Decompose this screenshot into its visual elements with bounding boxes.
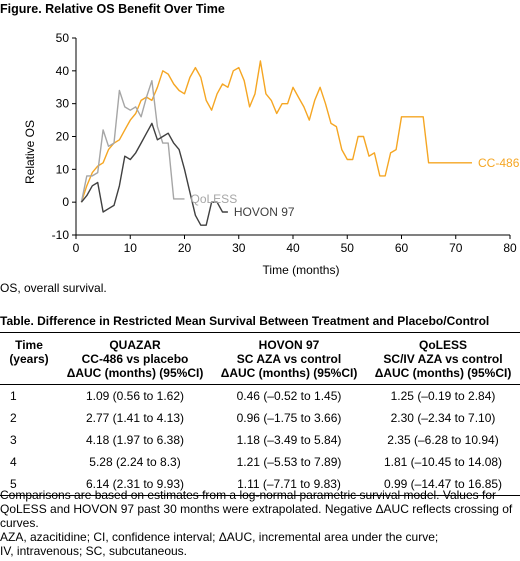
- y-tick-label: 50: [56, 31, 70, 45]
- table-cell: 1.81 (–10.45 to 14.08): [383, 455, 503, 469]
- table-cell: 1.11 (–7.71 to 9.83): [212, 473, 366, 496]
- y-tick-label: 30: [56, 97, 70, 111]
- table-cell: 1.09 (0.56 to 1.62): [85, 389, 185, 403]
- table-cell: 6.14 (2.31 to 9.93): [58, 473, 212, 496]
- table-header-row: Time (years) QUAZAR CC-486 vs placebo ΔA…: [0, 332, 520, 385]
- header-time: Time (years): [0, 332, 58, 385]
- table-cell: 4.18 (1.97 to 6.38): [85, 433, 185, 447]
- table-row: 4 5.28 (2.24 to 8.3) 1.21 (–5.53 to 7.89…: [0, 451, 520, 473]
- header-line: (years): [9, 352, 49, 366]
- table-title: Table. Difference in Restricted Mean Sur…: [0, 314, 490, 328]
- header-qoless: QoLESS SC/IV AZA vs control ΔAUC (months…: [366, 332, 520, 385]
- table-cell: 1.21 (–5.53 to 7.89): [236, 455, 342, 469]
- series-label: CC-486: [478, 156, 520, 170]
- table-cell: 0.96 (–1.75 to 3.66): [236, 411, 342, 425]
- table-cell: 5.28 (2.24 to 8.3): [89, 455, 181, 469]
- x-tick-label: 80: [503, 241, 517, 255]
- table-row: 5 6.14 (2.31 to 9.93) 1.11 (–7.71 to 9.8…: [0, 473, 520, 496]
- table-cell: 1.18 (–3.49 to 5.84): [236, 433, 342, 447]
- header-line: ΔAUC (months) (95%CI): [66, 366, 204, 380]
- header-line: CC-486 vs placebo: [81, 352, 189, 366]
- x-tick-label: 0: [73, 241, 80, 255]
- header-quazar: QUAZAR CC-486 vs placebo ΔAUC (months) (…: [58, 332, 212, 385]
- table-row: 3 4.18 (1.97 to 6.38) 1.18 (–3.49 to 5.8…: [0, 429, 520, 451]
- table-cell: 0.99 (–14.47 to 16.85): [366, 473, 520, 496]
- table-cell: 1: [10, 389, 17, 403]
- header-line: ΔAUC (months) (95%CI): [220, 366, 358, 380]
- table-cell: 2.35 (–6.28 to 10.94): [387, 433, 499, 447]
- table-cell: 3: [10, 433, 17, 447]
- header-line: Time: [15, 338, 43, 352]
- x-tick-label: 50: [341, 241, 355, 255]
- rmst-table: Time (years) QUAZAR CC-486 vs placebo ΔA…: [0, 332, 520, 496]
- table-notes: Comparisons are based on estimates from …: [0, 488, 520, 558]
- series-label: HOVON 97: [234, 205, 295, 219]
- header-line: ΔAUC (months) (95%CI): [374, 366, 512, 380]
- series-label: QoLESS: [191, 192, 238, 206]
- x-axis-label: Time (months): [263, 263, 340, 277]
- header-line: SC AZA vs control: [236, 352, 342, 366]
- table-cell: 2.30 (–2.34 to 7.10): [390, 411, 496, 425]
- table-note: AZA, azacitidine; CI, confidence interva…: [0, 530, 439, 544]
- x-tick-label: 30: [232, 241, 246, 255]
- x-tick-label: 60: [395, 241, 409, 255]
- table-cell: 0.46 (–0.52 to 1.45): [236, 389, 342, 403]
- rmst-table-container: Time (years) QUAZAR CC-486 vs placebo ΔA…: [0, 332, 520, 496]
- table-cell: 5: [0, 473, 58, 496]
- table-cell: 4: [10, 455, 17, 469]
- table-cell: 2: [10, 411, 17, 425]
- series-line: [80, 60, 472, 203]
- y-tick-label: 0: [62, 195, 69, 209]
- header-line: QoLESS: [418, 338, 467, 352]
- header-line: QUAZAR: [109, 338, 161, 352]
- table-note: IV, intravenous; SC, subcutaneous.: [0, 544, 188, 558]
- x-tick-label: 70: [449, 241, 463, 255]
- table-cell: 1.25 (–0.19 to 2.84): [390, 389, 496, 403]
- table-cell: 2.77 (1.41 to 4.13): [85, 411, 185, 425]
- series-line: [80, 80, 185, 203]
- table-row: 2 2.77 (1.41 to 4.13) 0.96 (–1.75 to 3.6…: [0, 407, 520, 429]
- y-tick-label: 40: [56, 64, 70, 78]
- chart-series-lines: [80, 60, 472, 226]
- header-line: HOVON 97: [258, 338, 320, 352]
- table-note: Comparisons are based on estimates from …: [0, 488, 513, 530]
- header-line: SC/IV AZA vs control: [383, 352, 503, 366]
- x-tick-label: 10: [124, 241, 138, 255]
- y-tick-label: 10: [56, 162, 70, 176]
- y-axis-label: Relative OS: [23, 120, 37, 184]
- y-tick-label: 20: [56, 130, 70, 144]
- series-line: [80, 122, 228, 226]
- x-tick-label: 20: [178, 241, 192, 255]
- figure-footnote: OS, overall survival.: [0, 281, 107, 295]
- header-hovon97: HOVON 97 SC AZA vs control ΔAUC (months)…: [212, 332, 366, 385]
- x-tick-label: 40: [286, 241, 300, 255]
- table-row: 1 1.09 (0.56 to 1.62) 0.46 (–0.52 to 1.4…: [0, 385, 520, 408]
- figure-title: Figure. Relative OS Benefit Over Time: [0, 2, 225, 16]
- y-tick-label: -10: [52, 228, 70, 242]
